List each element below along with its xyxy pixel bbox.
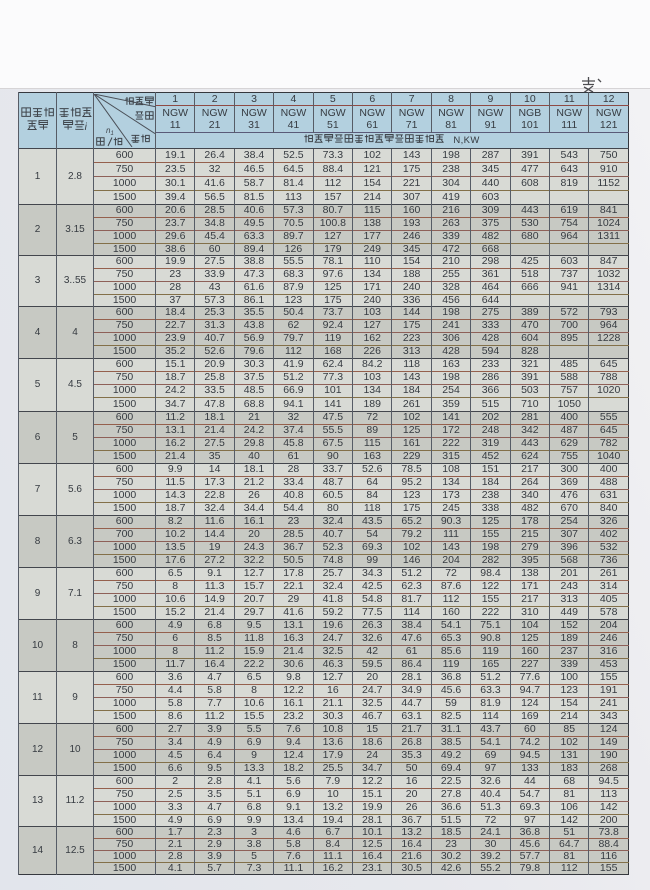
- svg-text:n1: n1: [106, 126, 114, 137]
